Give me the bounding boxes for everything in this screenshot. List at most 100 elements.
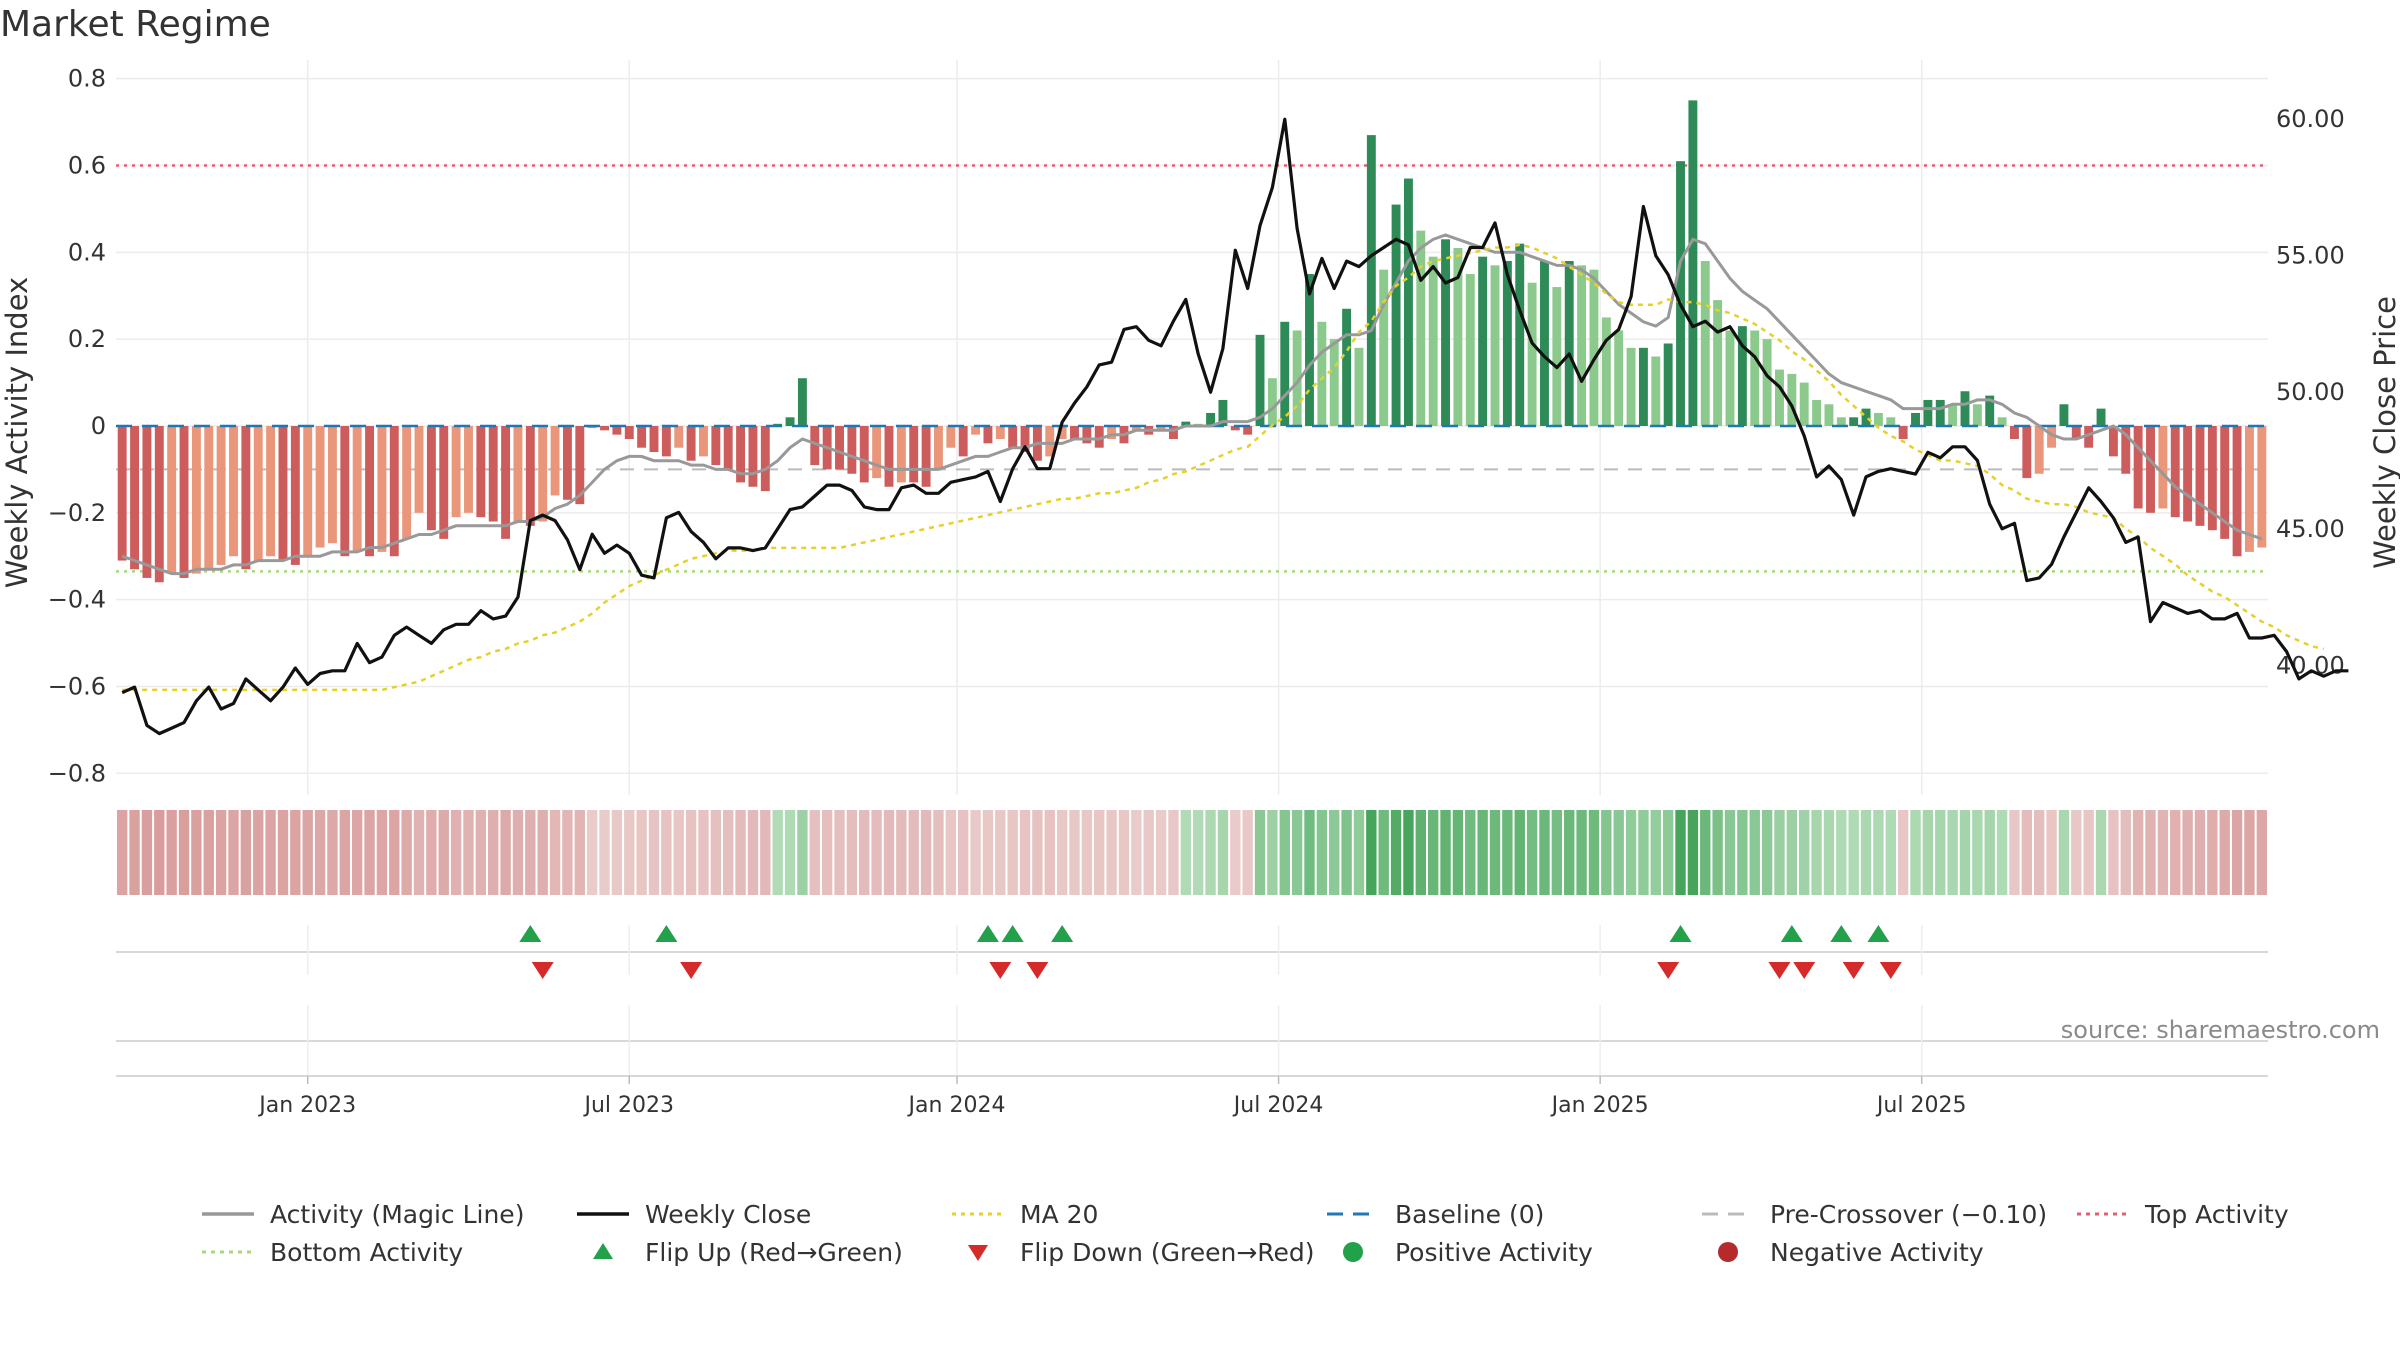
- regime-strip-cell: [2244, 810, 2255, 895]
- regime-strip-cell: [1415, 810, 1426, 895]
- activity-bar: [426, 425, 436, 531]
- regime-strip-cell: [166, 810, 177, 895]
- activity-bar: [1824, 404, 1834, 426]
- regime-strip-cell: [463, 810, 474, 895]
- legend-label: Baseline (0): [1395, 1199, 1545, 1229]
- activity-bar: [1441, 239, 1450, 426]
- activity-bar: [464, 425, 473, 513]
- activity-bar: [1527, 282, 1537, 426]
- activity-bar: [1577, 265, 1587, 426]
- regime-strip-cell: [2095, 810, 2107, 895]
- activity-bar: [909, 425, 919, 483]
- regime-strip-cell: [933, 810, 944, 895]
- activity-bar: [2158, 425, 2168, 509]
- activity-bar: [253, 425, 263, 561]
- activity-bar: [1379, 269, 1389, 426]
- regime-strip-cell: [1984, 810, 1995, 895]
- regime-strip-cell: [1304, 810, 1315, 895]
- flip-up-marker: [976, 925, 999, 942]
- activity-bar: [934, 425, 943, 470]
- regime-strip-cell: [154, 810, 165, 895]
- activity-bar: [2232, 425, 2242, 557]
- regime-strip-cell: [685, 810, 697, 895]
- activity-bar: [377, 425, 387, 552]
- regime-strip-cell: [1230, 810, 1241, 895]
- legend-label: Pre-Crossover (−0.10): [1770, 1199, 2048, 1229]
- y-left-tick-label: −0.6: [48, 672, 106, 700]
- regime-strip-cell: [2046, 810, 2057, 895]
- regime-strip-cell: [908, 810, 919, 895]
- regime-strip-cell: [2207, 810, 2218, 895]
- legend-symbol-icon: [202, 1250, 254, 1254]
- regime-strip-cell: [116, 810, 128, 895]
- x-tick-label: Jan 2024: [907, 1093, 1006, 1118]
- regime-strip-cell: [1959, 810, 1971, 895]
- activity-bar: [1700, 261, 1710, 426]
- regime-strip-cell: [723, 810, 734, 895]
- activity-bar: [2034, 425, 2044, 474]
- activity-bar: [1243, 425, 1253, 435]
- activity-bar: [1342, 308, 1352, 426]
- x-tick-label: Jan 2025: [1550, 1093, 1649, 1118]
- activity-bar: [1354, 347, 1364, 426]
- regime-strip-cell: [1279, 810, 1290, 895]
- activity-bar: [699, 425, 708, 457]
- regime-strip-cell: [1143, 810, 1154, 895]
- activity-bar: [191, 425, 201, 574]
- regime-strip-cell: [1329, 810, 1340, 895]
- legend-symbol-icon: [593, 1243, 613, 1259]
- regime-strip-cell: [624, 810, 635, 895]
- activity-bar: [835, 425, 844, 470]
- regime-strip-cell: [1044, 810, 1055, 895]
- activity-bar: [2121, 425, 2131, 474]
- regime-strip-cell: [1675, 810, 1686, 895]
- activity-bar: [1453, 247, 1463, 426]
- legend-symbol-icon: [952, 1212, 1004, 1216]
- activity-bar: [1564, 261, 1574, 426]
- activity-bar: [216, 425, 226, 565]
- regime-strip-cell: [450, 810, 462, 895]
- regime-strip-cell: [698, 810, 709, 895]
- activity-bar: [1614, 330, 1624, 426]
- regime-strip-cell: [871, 810, 882, 895]
- regime-strip-cell: [500, 810, 511, 895]
- activity-bar: [1416, 230, 1426, 426]
- activity-bar: [1626, 347, 1636, 426]
- activity-bar: [884, 425, 894, 487]
- activity-bar: [575, 425, 585, 505]
- y-left-tick-label: −0.4: [48, 586, 106, 614]
- regime-strip-cell: [191, 810, 202, 895]
- legend-symbol-icon: [2077, 1212, 2129, 1216]
- activity-bar: [2244, 425, 2254, 552]
- activity-bar: [1911, 412, 1920, 426]
- legend-item: Bottom Activity: [200, 1238, 575, 1267]
- regime-strip-cell: [2009, 810, 2020, 895]
- activity-bar: [1057, 425, 1067, 440]
- regime-strip-cell: [1205, 810, 1216, 895]
- regime-strip-cell: [1996, 810, 2008, 895]
- flip-up-marker: [1830, 925, 1853, 942]
- regime-strip-cell: [178, 810, 190, 895]
- ma20-line: [122, 243, 2324, 692]
- regime-strip-cell: [129, 810, 140, 895]
- flip-up-marker: [655, 925, 678, 942]
- regime-strip-cell: [1873, 810, 1884, 895]
- regime-strip-cell: [290, 810, 301, 895]
- regime-strip-cell: [277, 810, 289, 895]
- legend-symbol-icon: [1343, 1242, 1363, 1262]
- activity-bar: [525, 425, 535, 526]
- source-credit: source: sharemaestro.com: [2060, 1016, 2380, 1044]
- regime-strip-cell: [1662, 810, 1674, 895]
- activity-bar: [1997, 417, 2007, 426]
- regime-strip-cell: [772, 810, 783, 895]
- activity-bar: [600, 425, 609, 431]
- activity-bar: [1181, 421, 1191, 426]
- y-left-tick-label: −0.8: [48, 759, 106, 787]
- flip-down-marker: [680, 962, 703, 979]
- activity-bar: [760, 425, 770, 492]
- activity-bar: [1873, 412, 1883, 426]
- regime-strip-cell: [1440, 810, 1451, 895]
- regime-strip-cell: [1712, 810, 1723, 895]
- regime-strip-cell: [475, 810, 487, 895]
- regime-strip-cell: [401, 810, 412, 895]
